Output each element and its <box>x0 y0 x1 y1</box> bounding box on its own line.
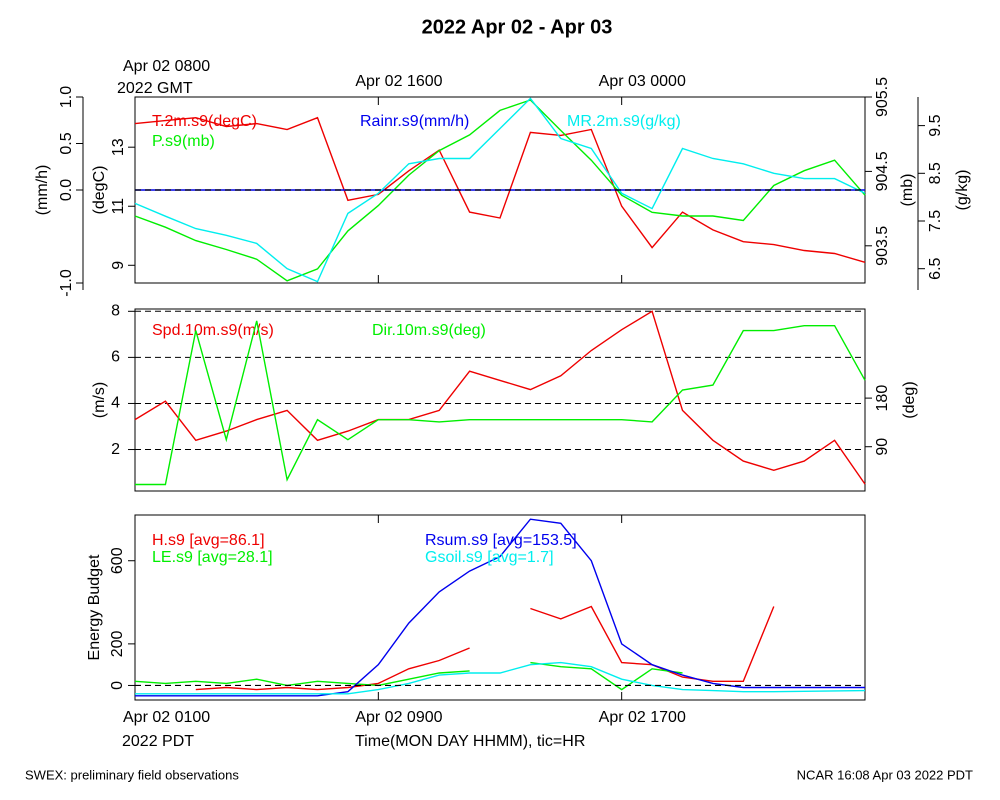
y-tick-label: 200 <box>109 630 126 657</box>
y-tick-label: 9 <box>110 261 127 270</box>
x-axis-title: Time(MON DAY HHMM), tic=HR <box>355 733 585 750</box>
y-tick-label: 2 <box>111 441 120 458</box>
y-tick-label: 8.5 <box>927 162 944 184</box>
legend-entry: H.s9 [avg=86.1] <box>152 532 265 549</box>
plot-frame <box>134 308 866 492</box>
series-line <box>135 518 865 697</box>
plot-frame <box>134 514 866 701</box>
y-tick-label: 1.0 <box>58 86 75 108</box>
x-tick-label: Apr 02 0900 <box>355 709 442 726</box>
series-line <box>134 310 866 485</box>
y-tick-label: 4 <box>111 395 120 412</box>
series-line <box>195 605 775 691</box>
axis-title: (degC) <box>91 166 108 215</box>
legend-entry: T.2m.s9(degC) <box>152 113 257 130</box>
series-line <box>135 661 866 695</box>
x-note: 2022 GMT <box>117 80 193 97</box>
series-line <box>134 99 866 282</box>
axis-title: (deg) <box>901 381 918 418</box>
x-tick-label: Apr 02 0100 <box>123 709 210 726</box>
series-line <box>134 661 683 691</box>
y-tick-label: 904.5 <box>874 151 891 191</box>
legend-entry: Rainr.s9(mm/h) <box>360 113 469 130</box>
y-tick-label: 903.5 <box>874 226 891 266</box>
legend-entry: Dir.10m.s9(deg) <box>372 322 486 339</box>
x-note: 2022 PDT <box>122 733 194 750</box>
y-tick-label: -1.0 <box>58 269 75 297</box>
series-line <box>134 116 866 263</box>
axis-title: (g/kg) <box>954 170 971 211</box>
y-tick-label: 9.5 <box>927 114 944 136</box>
legend-entry: LE.s9 [avg=28.1] <box>152 549 273 566</box>
y-tick-label: 6.5 <box>927 257 944 279</box>
axis-title: (m/s) <box>91 382 108 418</box>
y-tick-label: 0.5 <box>58 132 75 154</box>
legend-entry: Spd.10m.s9(m/s) <box>152 322 274 339</box>
series-line <box>135 320 866 486</box>
legend-entry: P.s9(mb) <box>152 133 215 150</box>
y-tick-label: 600 <box>109 547 126 574</box>
y-tick-label: 0 <box>109 681 126 690</box>
legend-entry: Gsoil.s9 [avg=1.7] <box>425 549 554 566</box>
chart-title: 2022 Apr 02 - Apr 03 <box>422 16 613 38</box>
series-line <box>134 97 866 283</box>
y-tick-label: 7.5 <box>927 210 944 232</box>
y-tick-label: 6 <box>111 349 120 366</box>
footer-left: SWEX: preliminary field observations <box>25 767 239 782</box>
legend-entry: MR.2m.s9(g/kg) <box>567 113 681 130</box>
y-tick-label: 0.0 <box>58 179 75 201</box>
x-tick-label: Apr 02 1700 <box>599 709 686 726</box>
y-tick-label: 90 <box>874 438 891 456</box>
axis-title: (mb) <box>899 174 916 207</box>
y-tick-label: 180 <box>874 385 891 412</box>
y-tick-label: 13 <box>110 138 127 156</box>
x-tick-label: Apr 02 0800 <box>123 58 210 75</box>
axis-title: Energy Budget <box>86 554 103 660</box>
legend-entry: Rsum.s9 [avg=153.5] <box>425 532 577 549</box>
x-tick-label: Apr 02 1600 <box>355 73 442 90</box>
y-tick-label: 11 <box>110 198 127 215</box>
axis-title: (mm/h) <box>34 165 51 216</box>
x-tick-label: Apr 03 0000 <box>599 73 686 90</box>
y-tick-label: 905.5 <box>874 77 891 117</box>
footer-right: NCAR 16:08 Apr 03 2022 PDT <box>797 767 973 782</box>
y-tick-label: 8 <box>111 303 120 320</box>
